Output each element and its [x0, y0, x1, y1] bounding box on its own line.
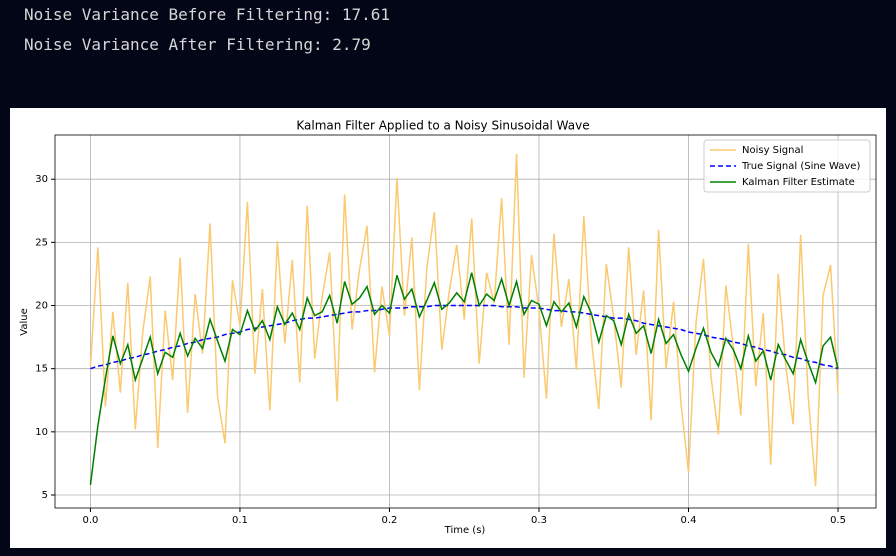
series-line [89, 153, 839, 487]
plot-frame [54, 134, 877, 509]
x-axis-label: Time (s) [444, 525, 486, 536]
series-line [89, 272, 839, 485]
y-tick-label: 5 [42, 490, 48, 501]
legend-label: True Signal (Sine Wave) [741, 161, 860, 172]
y-tick-label: 10 [35, 427, 48, 438]
x-tick-label: 0.2 [382, 515, 398, 526]
y-tick-label: 25 [35, 237, 48, 248]
series-line [90, 304, 839, 370]
x-tick-label: 0.0 [82, 515, 98, 526]
x-tick-label: 0.3 [531, 515, 547, 526]
y-tick-label: 20 [35, 301, 48, 312]
legend-label: Noisy Signal [742, 145, 803, 156]
chart-title: Kalman Filter Applied to a Noisy Sinusoi… [296, 119, 589, 133]
chart: Kalman Filter Applied to a Noisy Sinusoi… [10, 108, 886, 548]
output-line: Noise Variance Before Filtering: 17.61 [24, 5, 391, 24]
y-tick-label: 15 [35, 364, 48, 375]
x-tick-label: 0.1 [232, 515, 248, 526]
legend-label: Kalman Filter Estimate [742, 177, 855, 188]
y-tick-label: 30 [35, 174, 48, 185]
y-axis-label: Value [19, 308, 30, 335]
legend-box [703, 139, 871, 193]
x-tick-label: 0.4 [681, 515, 697, 526]
output-line: Noise Variance After Filtering: 2.79 [24, 35, 371, 54]
x-tick-label: 0.5 [830, 515, 846, 526]
